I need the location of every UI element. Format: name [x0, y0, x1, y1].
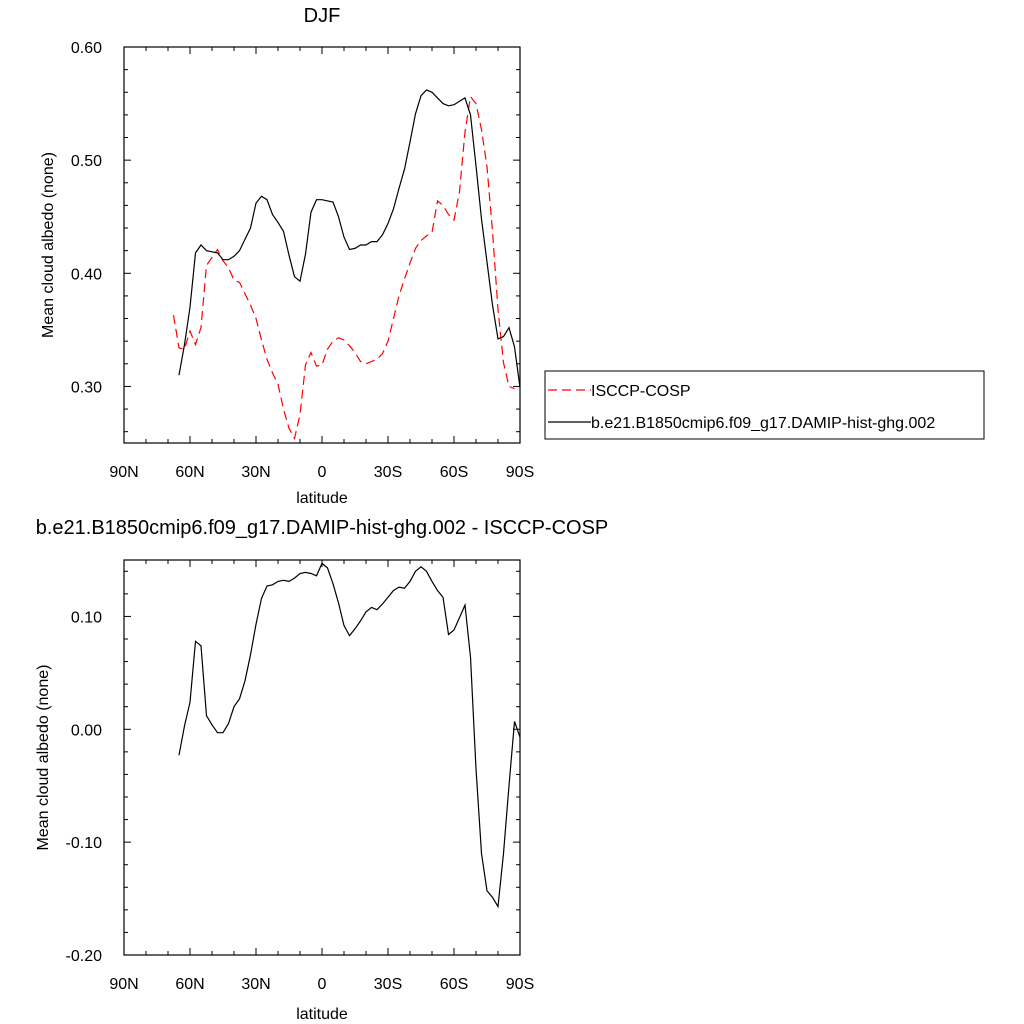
x-tick-label: 60N: [175, 464, 204, 481]
x-tick-label: 90S: [506, 464, 534, 481]
plot-frame: [123, 46, 521, 444]
x-tick-label: 60N: [175, 976, 204, 993]
chart-title: DJF: [304, 5, 341, 27]
x-tick-label: 0: [318, 976, 327, 993]
series-line-1: [178, 89, 520, 388]
x-tick-label: 30N: [241, 976, 270, 993]
x-tick-label: 90S: [506, 976, 534, 993]
y-tick-label: 0.00: [71, 722, 102, 739]
y-axis-label: Mean cloud albedo (none): [35, 665, 52, 851]
x-axis-label: latitude: [296, 1006, 348, 1023]
x-tick-label: 60S: [440, 976, 468, 993]
chart-bottom: b.e21.B1850cmip6.f09_g17.DAMIP-hist-ghg.…: [35, 517, 608, 1023]
series-line-0: [172, 95, 515, 441]
series-line-0: [178, 562, 520, 909]
legend-label-1: b.e21.B1850cmip6.f09_g17.DAMIP-hist-ghg.…: [591, 415, 935, 432]
chart-top: DJF 90N 60N 30N 0 30S 60S 90S 0.30 0.40 0.50 0.60 la…: [40, 5, 985, 507]
y-tick-label: 0.30: [71, 379, 102, 396]
x-tick-label: 30S: [374, 976, 402, 993]
y-tick-label: 0.60: [71, 40, 102, 57]
y-tick-label: -0.10: [66, 835, 103, 852]
legend-box: [544, 370, 985, 440]
x-tick-label: 60S: [440, 464, 468, 481]
y-tick-label: 0.40: [71, 266, 102, 283]
x-tick-label: 30N: [241, 464, 270, 481]
legend-label-0: ISCCP-COSP: [591, 383, 691, 400]
y-tick-label: -0.20: [66, 948, 103, 965]
y-tick-label: 0.10: [71, 609, 102, 626]
chart-title: b.e21.B1850cmip6.f09_g17.DAMIP-hist-ghg.…: [36, 517, 609, 539]
x-tick-label: 0: [318, 464, 327, 481]
y-tick-label: 0.50: [71, 153, 102, 170]
y-axis-label: Mean cloud albedo (none): [40, 152, 57, 338]
x-tick-label: 30S: [374, 464, 402, 481]
x-axis-label: latitude: [296, 490, 348, 507]
plot-frame: [123, 559, 521, 956]
x-tick-label: 90N: [109, 464, 138, 481]
x-tick-label: 90N: [109, 976, 138, 993]
